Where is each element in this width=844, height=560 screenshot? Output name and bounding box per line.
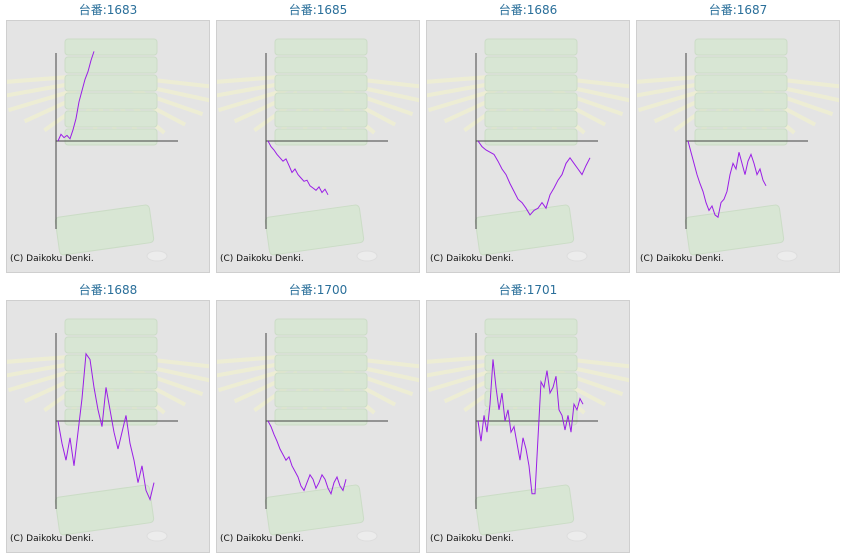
slump-graph bbox=[7, 318, 209, 542]
copyright-text: (C) Daikoku Denki. bbox=[640, 254, 724, 264]
slump-series-line bbox=[477, 140, 591, 216]
machine-cell: 台番:1700 (C) Daikoku Denki. bbox=[216, 280, 420, 553]
slump-graph bbox=[637, 38, 839, 262]
slump-graph-panel[interactable]: (C) Daikoku Denki. bbox=[426, 20, 630, 273]
panel-backdrop bbox=[427, 38, 629, 262]
slump-graph-panel[interactable]: (C) Daikoku Denki. bbox=[426, 300, 630, 553]
panel-backdrop bbox=[637, 38, 839, 262]
slump-graph-panel[interactable]: (C) Daikoku Denki. bbox=[636, 20, 840, 273]
machine-title-link[interactable]: 台番:1701 bbox=[498, 283, 558, 297]
copyright-text: (C) Daikoku Denki. bbox=[10, 254, 94, 264]
machine-title-link[interactable]: 台番:1687 bbox=[708, 3, 768, 17]
slump-graph bbox=[427, 38, 629, 262]
slump-graph-panel[interactable]: (C) Daikoku Denki. bbox=[6, 300, 210, 553]
machine-title-link[interactable]: 台番:1688 bbox=[78, 283, 138, 297]
slump-graph-panel[interactable]: (C) Daikoku Denki. bbox=[6, 20, 210, 273]
panel-backdrop bbox=[217, 38, 419, 262]
slump-graph bbox=[427, 318, 629, 542]
machine-title-link[interactable]: 台番:1700 bbox=[288, 283, 348, 297]
copyright-text: (C) Daikoku Denki. bbox=[10, 534, 94, 544]
panel-backdrop bbox=[7, 318, 209, 542]
slump-series-line bbox=[57, 352, 155, 501]
slump-series-line bbox=[267, 140, 329, 196]
panel-backdrop bbox=[7, 38, 209, 262]
machine-cell: 台番:1686 (C) Daikoku Denki. bbox=[426, 0, 630, 273]
machine-cell: 台番:1687 (C) Daikoku Denki. bbox=[636, 0, 840, 273]
machine-cell: 台番:1688 (C) Daikoku Denki. bbox=[6, 280, 210, 553]
machine-cell: 台番:1683 (C) Daikoku Denki. bbox=[6, 0, 210, 273]
copyright-text: (C) Daikoku Denki. bbox=[430, 254, 514, 264]
slump-series-line bbox=[57, 51, 95, 142]
slump-graph-panel[interactable]: (C) Daikoku Denki. bbox=[216, 300, 420, 553]
machine-cell: 台番:1685 (C) Daikoku Denki. bbox=[216, 0, 420, 273]
slump-series-line bbox=[267, 420, 347, 496]
copyright-text: (C) Daikoku Denki. bbox=[220, 534, 304, 544]
panel-backdrop bbox=[427, 318, 629, 542]
slump-graph bbox=[217, 38, 419, 262]
slump-graph-panel[interactable]: (C) Daikoku Denki. bbox=[216, 20, 420, 273]
slump-graph bbox=[7, 38, 209, 262]
slump-series-line bbox=[687, 140, 767, 219]
slump-graph bbox=[217, 318, 419, 542]
machine-cell: 台番:1701 (C) Daikoku Denki. bbox=[426, 280, 630, 553]
copyright-text: (C) Daikoku Denki. bbox=[430, 534, 514, 544]
slump-series-line bbox=[477, 359, 584, 495]
machine-title-link[interactable]: 台番:1686 bbox=[498, 3, 558, 17]
machine-title-link[interactable]: 台番:1683 bbox=[78, 3, 138, 17]
panel-backdrop bbox=[217, 318, 419, 542]
copyright-text: (C) Daikoku Denki. bbox=[220, 254, 304, 264]
machine-title-link[interactable]: 台番:1685 bbox=[288, 3, 348, 17]
